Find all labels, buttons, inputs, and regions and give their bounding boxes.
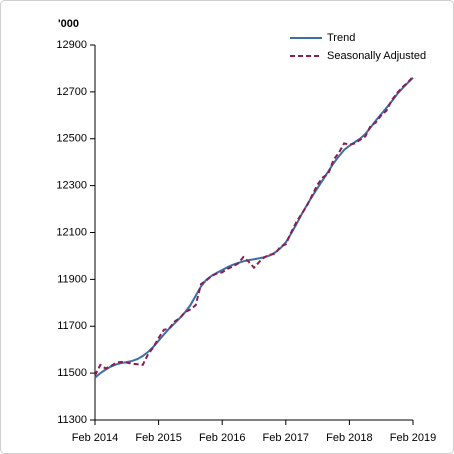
x-tick-label: Feb 2014 (72, 432, 118, 444)
x-tick-label: Feb 2015 (135, 432, 181, 444)
legend-label: Seasonally Adjusted (327, 50, 426, 62)
x-tick-label: Feb 2018 (326, 432, 372, 444)
y-tick-label: 12100 (56, 226, 87, 238)
y-axis-label: '000 (58, 18, 79, 30)
x-tick-label: Feb 2017 (263, 432, 309, 444)
y-tick-label: 12500 (56, 133, 87, 145)
y-tick-label: 12900 (56, 39, 87, 51)
series-line (94, 75, 414, 376)
y-tick-label: 11300 (57, 414, 87, 426)
y-tick-label: 12700 (56, 86, 87, 98)
y-tick-label: 11700 (57, 320, 87, 332)
legend-label: Trend (327, 32, 355, 44)
y-tick-label: 11900 (57, 273, 87, 285)
x-tick-label: Feb 2019 (390, 432, 436, 444)
x-tick-label: Feb 2016 (199, 432, 245, 444)
y-tick-label: 12300 (56, 180, 87, 192)
y-tick-label: 11500 (57, 367, 87, 379)
